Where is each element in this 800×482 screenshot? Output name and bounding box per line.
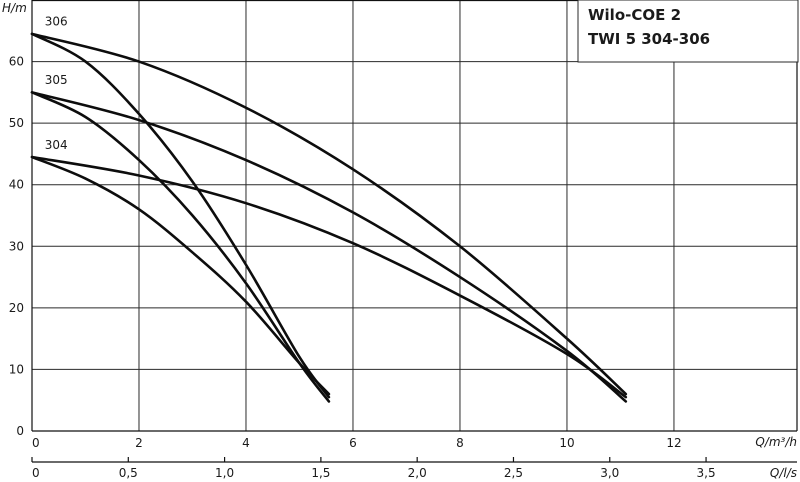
title-box-frame bbox=[577, 0, 799, 63]
x-tick-label: 12 bbox=[666, 436, 681, 450]
series-label-305: 305 bbox=[45, 73, 68, 87]
curve-306 bbox=[30, 32, 628, 396]
series-label-306: 306 bbox=[45, 15, 68, 29]
x-tick-label: 10 bbox=[559, 436, 574, 450]
x-axis-label: Q/m³/h bbox=[755, 435, 797, 449]
x2-tick-label: 3,5 bbox=[697, 466, 716, 480]
x-tick-label: 4 bbox=[242, 436, 250, 450]
x2-tick-label: 2,0 bbox=[408, 466, 427, 480]
y-tick-label: 10 bbox=[9, 362, 24, 376]
x2-tick-label: 0,5 bbox=[119, 466, 138, 480]
y-tick-label: 60 bbox=[9, 55, 24, 69]
curve-305 bbox=[30, 91, 628, 403]
x-tick-label: 2 bbox=[135, 436, 143, 450]
x2-tick-label: 2,5 bbox=[504, 466, 523, 480]
y-tick-label: 20 bbox=[9, 301, 24, 315]
chart-title-line-1: Wilo-COE 2 bbox=[588, 6, 681, 24]
curves bbox=[30, 32, 628, 403]
curve-306 bbox=[30, 32, 331, 399]
x2-tick-label: 1,0 bbox=[215, 466, 234, 480]
curve-304 bbox=[30, 155, 628, 399]
x2-axis-label: Q/l/s bbox=[770, 466, 797, 480]
x2-tick-label: 3,0 bbox=[600, 466, 619, 480]
series-label-304: 304 bbox=[45, 138, 68, 152]
x-tick-label: 0 bbox=[32, 436, 40, 450]
title-box: Wilo-COE 2 TWI 5 304-306 bbox=[577, 0, 799, 63]
y-tick-label: 40 bbox=[9, 178, 24, 192]
x2-tick-label: 0 bbox=[32, 466, 40, 480]
x-tick-label: 8 bbox=[456, 436, 464, 450]
grid bbox=[31, 0, 798, 463]
curve-304 bbox=[30, 155, 331, 396]
y-tick-label: 30 bbox=[9, 239, 24, 253]
y-axis-label: H/m bbox=[2, 1, 27, 15]
curve-305 bbox=[30, 91, 331, 403]
y-tick-label: 0 bbox=[16, 424, 24, 438]
y-tick-label: 50 bbox=[9, 116, 24, 130]
x2-tick-label: 1,5 bbox=[311, 466, 330, 480]
chart-title-line-2: TWI 5 304-306 bbox=[588, 30, 710, 48]
x-tick-label: 6 bbox=[349, 436, 357, 450]
